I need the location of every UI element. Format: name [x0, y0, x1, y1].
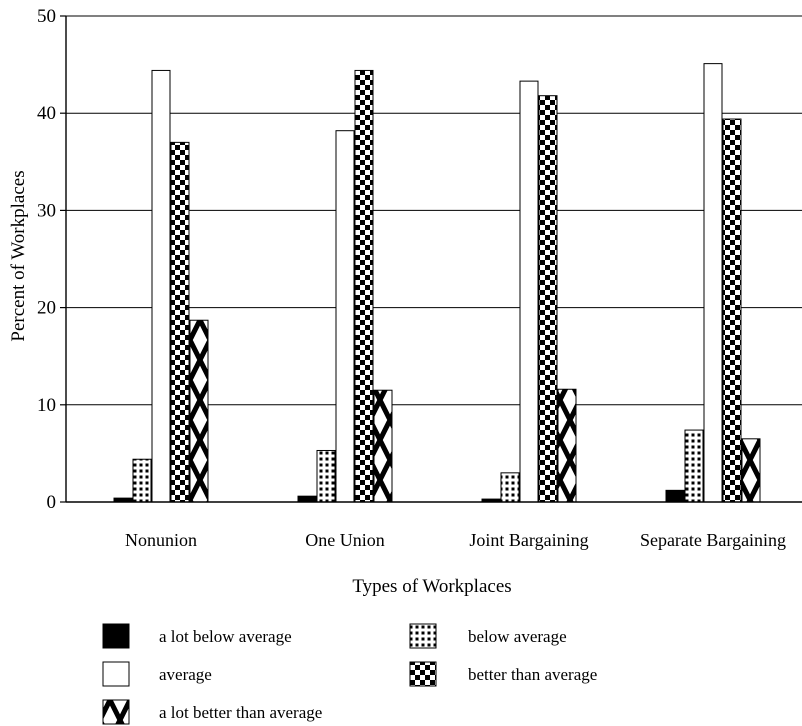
x-tick-label: Separate Bargaining [640, 530, 786, 550]
y-tick-label: 20 [37, 298, 56, 319]
x-tick-labels: Nonunion One Union Joint Bargaining Separat… [125, 530, 786, 550]
y-tick-label: 10 [37, 395, 56, 416]
bar-checker [170, 141, 190, 503]
legend-swatch-checker [409, 661, 437, 687]
bar-empty [703, 63, 723, 503]
y-tick-labels: 0 10 20 30 40 50 [37, 6, 56, 513]
x-axis-title: Types of Workplaces [352, 576, 511, 597]
bar-grid [500, 472, 520, 503]
bar-solid [297, 495, 317, 503]
bar-grid [316, 449, 336, 503]
legend-swatch-grid [409, 623, 437, 649]
legend: a lot below average below average average b… [102, 623, 597, 725]
y-axis-title: Percent of Workplaces [8, 170, 29, 341]
bar-checker [722, 118, 742, 503]
bar-diamond [189, 319, 209, 503]
x-tick-label: One Union [305, 530, 385, 550]
axes [65, 16, 802, 503]
y-tick-label: 50 [37, 6, 56, 27]
y-tick-label: 40 [37, 103, 56, 124]
bar-grid [132, 458, 152, 503]
legend-swatch-solid [102, 623, 130, 649]
bar-grid [684, 429, 704, 503]
y-tick-label: 0 [47, 492, 57, 513]
x-tick-label: Joint Bargaining [469, 530, 588, 550]
legend-item: better than average [409, 661, 597, 687]
bar-empty [151, 69, 171, 503]
legend-item: below average [409, 623, 567, 649]
legend-label: a lot better than average [159, 703, 322, 722]
legend-label: better than average [468, 665, 597, 684]
legend-label: a lot below average [159, 627, 292, 646]
bars [113, 63, 761, 503]
legend-item: a lot better than average [102, 699, 322, 725]
bar-empty [519, 80, 539, 503]
legend-swatch-empty [102, 661, 130, 687]
x-tick-label: Nonunion [125, 530, 197, 550]
bar-checker [538, 95, 558, 503]
legend-item: average [102, 661, 212, 687]
bar-diamond [373, 389, 393, 503]
legend-label: below average [468, 627, 567, 646]
bar-empty [335, 130, 355, 503]
y-tick-label: 30 [37, 200, 56, 221]
bar-diamond [741, 438, 761, 503]
bar-diamond [557, 388, 577, 503]
bar-checker [354, 69, 374, 503]
legend-item: a lot below average [102, 623, 292, 649]
bar-solid [665, 489, 685, 503]
legend-label: average [159, 665, 212, 684]
legend-swatch-diamond [102, 699, 130, 725]
